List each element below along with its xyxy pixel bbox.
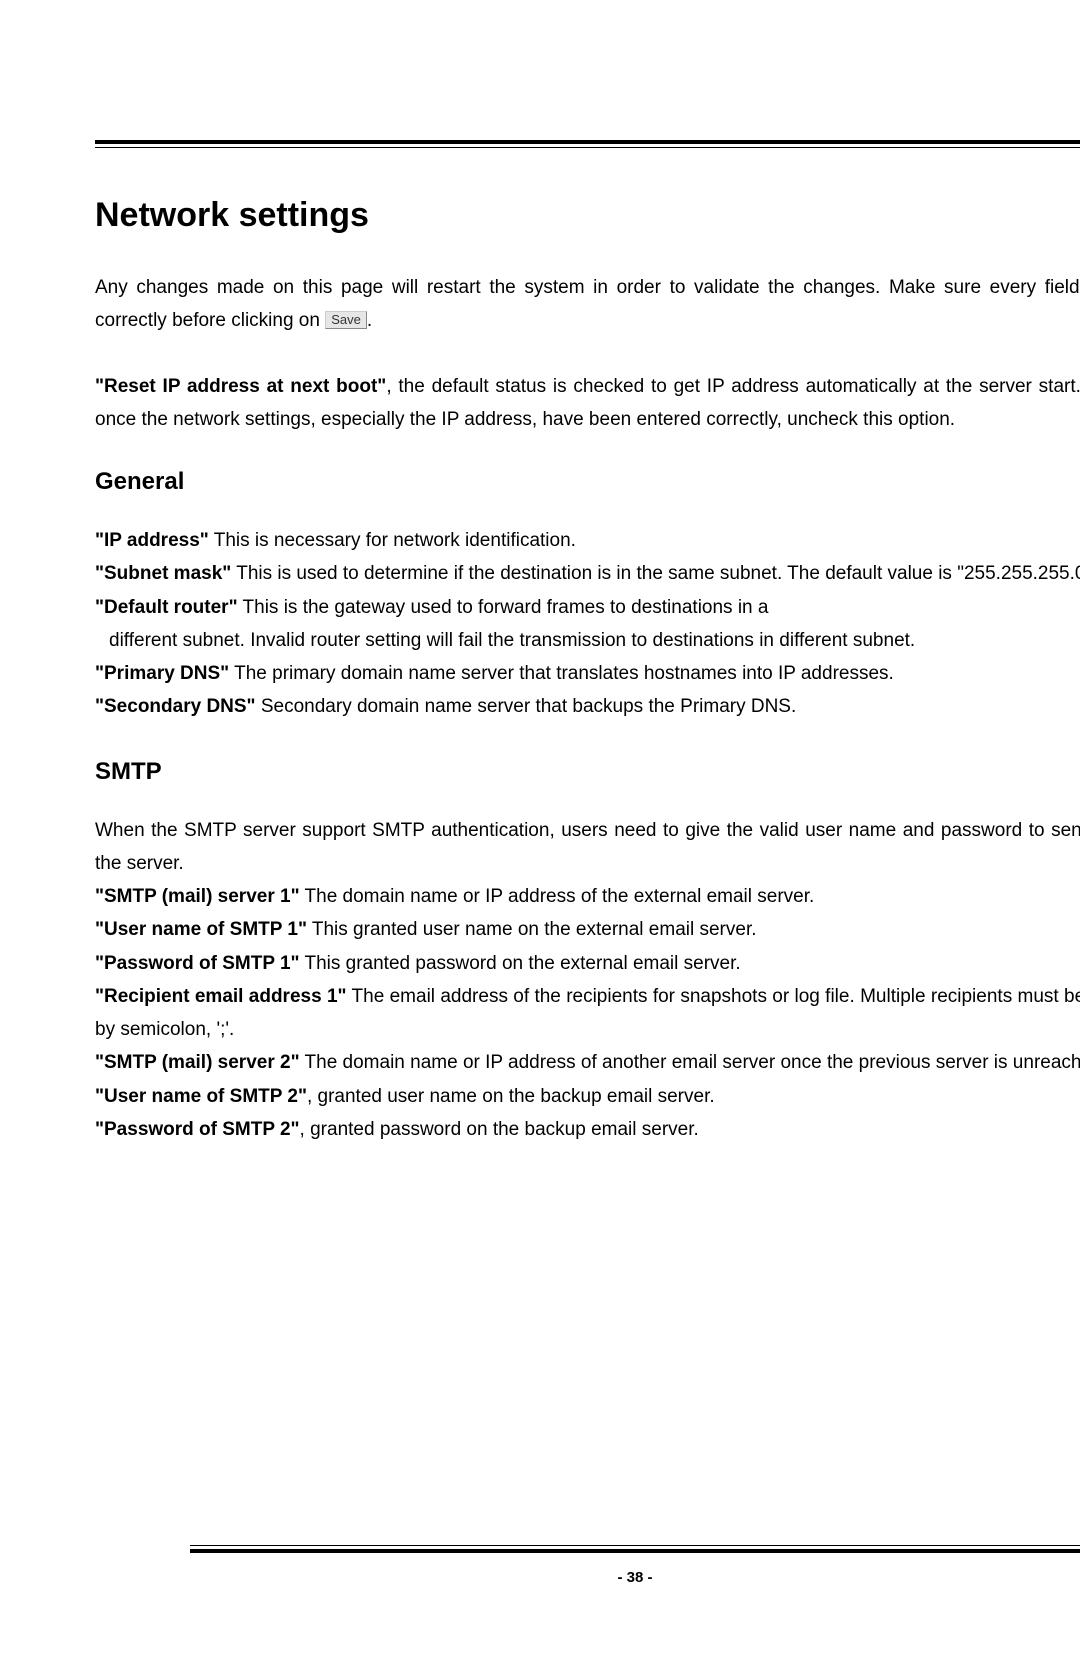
- default-router-text-a: This is the gateway used to forward fram…: [238, 597, 769, 618]
- smtp-user2-bold: "User name of SMTP 2": [95, 1086, 307, 1107]
- ip-address-bold: "IP address": [95, 530, 209, 551]
- ip-address-text: This is necessary for network identifica…: [209, 530, 576, 551]
- subnet-mask-bold: "Subnet mask": [95, 563, 231, 584]
- page-title: Network settings: [95, 196, 1080, 235]
- smtp-server1-bold: "SMTP (mail) server 1": [95, 886, 300, 907]
- reset-paragraph: "Reset IP address at next boot", the def…: [95, 370, 1080, 437]
- top-rule: [95, 140, 1080, 148]
- smtp-intro: When the SMTP server support SMTP authen…: [95, 814, 1080, 881]
- primary-dns-text: The primary domain name server that tran…: [229, 663, 894, 684]
- intro-line1: Any changes made on this page will resta…: [95, 277, 880, 298]
- smtp-server2-bold: "SMTP (mail) server 2": [95, 1052, 300, 1073]
- default-router-text-b: different subnet. Invalid router setting…: [95, 624, 1080, 657]
- intro-line2-post: .: [367, 310, 372, 331]
- smtp-user2-text: , granted user name on the backup email …: [307, 1086, 715, 1107]
- smtp-server1-text: The domain name or IP address of the ext…: [300, 886, 815, 907]
- page-footer: - 38 -: [190, 1545, 1080, 1586]
- smtp-pass1-text: This granted password on the external em…: [300, 953, 741, 974]
- primary-dns-bold: "Primary DNS": [95, 663, 229, 684]
- page: Network settings Any changes made on thi…: [95, 140, 1080, 1668]
- page-number: - 38 -: [190, 1569, 1080, 1586]
- smtp-user1-text: This granted user name on the external e…: [307, 919, 757, 940]
- general-definitions: "IP address" This is necessary for netwo…: [95, 524, 1080, 724]
- general-heading: General: [95, 468, 1080, 496]
- save-button-graphic: Save: [325, 311, 367, 329]
- smtp-definitions: When the SMTP server support SMTP authen…: [95, 814, 1080, 1147]
- bottom-rule: [190, 1545, 1080, 1553]
- smtp-pass2-text: , granted password on the backup email s…: [300, 1119, 699, 1140]
- secondary-dns-text: Secondary domain name server that backup…: [256, 696, 797, 717]
- smtp-user1-bold: "User name of SMTP 1": [95, 919, 307, 940]
- smtp-pass1-bold: "Password of SMTP 1": [95, 953, 300, 974]
- default-router-bold: "Default router": [95, 597, 238, 618]
- subnet-mask-text: This is used to determine if the destina…: [231, 563, 1080, 584]
- intro-paragraph: Any changes made on this page will resta…: [95, 271, 1080, 338]
- reset-bold: "Reset IP address at next boot": [95, 376, 386, 397]
- smtp-recip1-bold: "Recipient email address 1": [95, 986, 347, 1007]
- secondary-dns-bold: "Secondary DNS": [95, 696, 256, 717]
- smtp-heading: SMTP: [95, 758, 1080, 786]
- smtp-pass2-bold: "Password of SMTP 2": [95, 1119, 300, 1140]
- smtp-server2-text: The domain name or IP address of another…: [300, 1052, 1080, 1073]
